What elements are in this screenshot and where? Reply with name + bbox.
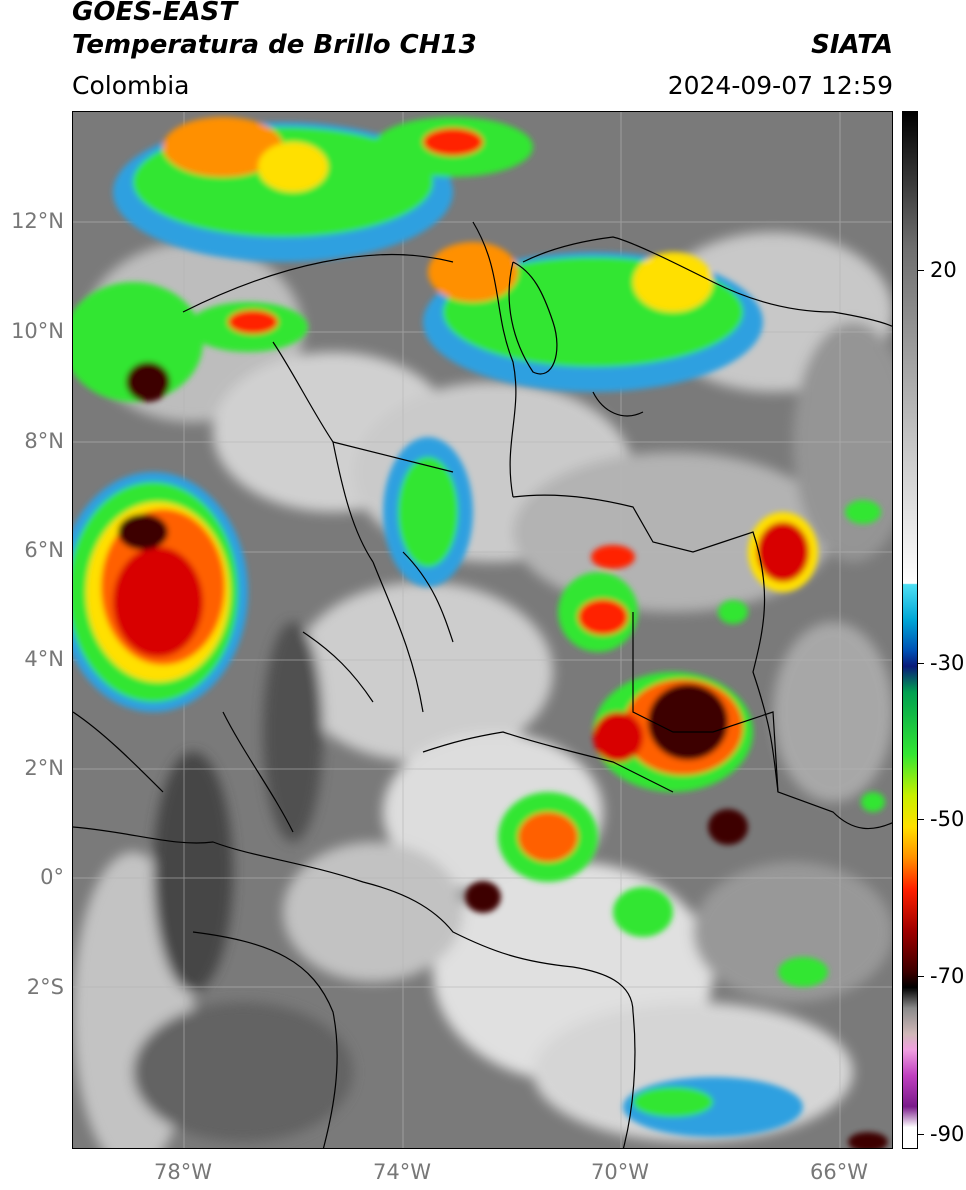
colorbar-label-minus30: -30 (930, 651, 965, 675)
lat-label-8n: 8°N (24, 429, 64, 453)
lon-label-70w: 70°W (591, 1160, 649, 1184)
lat-label-4n: 4°N (24, 647, 64, 671)
organization-label: SIATA (811, 30, 893, 60)
lat-label-6n: 6°N (24, 538, 64, 562)
cloud-texture (73, 232, 892, 1148)
colorbar-tick (918, 819, 924, 820)
lat-label-10n: 10°N (11, 319, 64, 343)
colorbar-tick (918, 270, 924, 271)
temperature-colorbar (902, 111, 918, 1149)
colorbar-label-minus90: -90 (930, 1122, 965, 1146)
lat-label-12n: 12°N (11, 209, 64, 233)
region-label: Colombia (72, 71, 190, 100)
title-satellite: GOES-EAST (72, 0, 238, 27)
lat-label-2s: 2°S (26, 975, 64, 999)
colorbar-tick (918, 1134, 924, 1135)
satellite-map (72, 111, 893, 1149)
lat-label-2n: 2°N (24, 756, 64, 780)
borders (73, 221, 892, 1148)
map-image (73, 112, 892, 1148)
lon-label-78w: 78°W (154, 1160, 212, 1184)
colorbar-tick (918, 663, 924, 664)
datetime-label: 2024-09-07 12:59 (667, 71, 893, 100)
title-product: Temperatura de Brillo CH13 (72, 30, 477, 60)
colorbar-label-minus50: -50 (930, 807, 965, 831)
colorbar-label-20: 20 (930, 258, 957, 282)
lon-label-66w: 66°W (810, 1160, 868, 1184)
colorbar-tick (918, 976, 924, 977)
storm-cells (73, 117, 888, 1148)
colorbar-label-minus70: -70 (930, 964, 965, 988)
lat-label-0: 0° (40, 865, 64, 889)
lon-label-74w: 74°W (373, 1160, 431, 1184)
